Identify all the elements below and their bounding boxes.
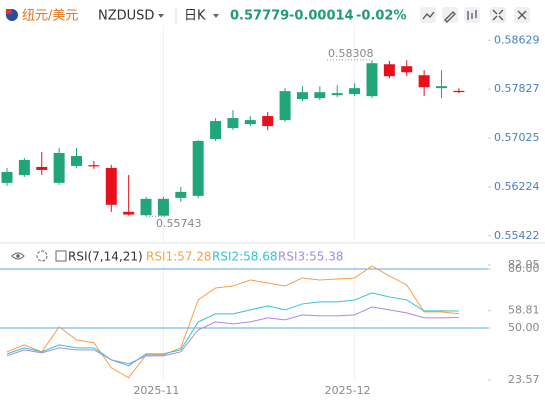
candle-body xyxy=(1,171,13,183)
y-tick-label: 0.56224 xyxy=(494,180,540,193)
candle-body xyxy=(227,118,239,129)
price-change-pct: -0.02% xyxy=(356,9,407,24)
candle-body xyxy=(105,167,117,205)
y-tick-label: 0.55422 xyxy=(494,229,540,242)
settings-icon[interactable] xyxy=(36,250,48,262)
legend-entry: RSI1:57.28 xyxy=(146,250,212,264)
pair-name[interactable]: 纽元/美元 xyxy=(22,9,78,24)
candle-body xyxy=(314,92,326,99)
candle-body xyxy=(244,120,256,125)
candle-body xyxy=(192,140,204,196)
candle-body xyxy=(366,63,378,97)
candle-icon[interactable] xyxy=(467,10,477,20)
eye-icon-pupil xyxy=(16,254,20,258)
legend-entry: RSI2:58.68 xyxy=(212,250,278,264)
y-tick-label: 0.57025 xyxy=(494,131,540,144)
candle-body xyxy=(157,198,169,216)
candle-body xyxy=(349,88,361,95)
y-tick-label: 58.81 xyxy=(508,304,540,317)
y-tick-label: 23.57 xyxy=(508,373,540,386)
candle-body xyxy=(53,153,65,183)
candle-body xyxy=(175,191,187,198)
y-tick-label: 80.00 xyxy=(508,262,540,275)
symbol[interactable]: NZDUSD xyxy=(98,9,154,24)
x-tick-label: 2025-11 xyxy=(133,384,179,397)
rsi-line xyxy=(6,306,459,365)
candle-body xyxy=(262,116,274,127)
flag-icon-part xyxy=(6,9,12,14)
candle-body xyxy=(71,155,83,166)
candle-body xyxy=(279,91,291,121)
candle-body xyxy=(401,66,413,73)
y-tick-label: 0.57827 xyxy=(494,82,540,95)
y-tick-label: 50.00 xyxy=(508,321,540,334)
candle-body xyxy=(383,64,395,77)
candle-body xyxy=(296,92,308,100)
y-tick-label: 82.05 xyxy=(508,258,540,271)
candle-body xyxy=(210,121,222,140)
eye-icon[interactable] xyxy=(11,252,25,260)
price-change: -0.00014 xyxy=(289,9,354,24)
candle-body xyxy=(18,159,30,175)
candle-body xyxy=(331,93,343,96)
dropdown-arrow[interactable] xyxy=(213,14,219,18)
dropdown-arrow[interactable] xyxy=(158,14,164,18)
high-annotation: 0.58308 xyxy=(328,47,374,60)
candle-body xyxy=(418,75,430,88)
candle-body xyxy=(88,165,100,167)
rsi-line xyxy=(6,292,459,367)
candle-body xyxy=(436,86,447,89)
legend-entry: RSI3:55.38 xyxy=(278,250,344,264)
draw-icon[interactable] xyxy=(444,11,456,23)
last-price: 0.57779 xyxy=(230,9,289,24)
indicator-select-icon[interactable] xyxy=(55,250,67,262)
indicator-title: RSI(7,14,21) xyxy=(68,250,143,264)
period[interactable]: 日K xyxy=(184,9,206,24)
x-tick-label: 2025-12 xyxy=(325,384,371,397)
tool-button[interactable] xyxy=(490,7,506,23)
fullscreen-icon[interactable] xyxy=(492,9,504,21)
rsi-line xyxy=(6,265,459,379)
candle-body xyxy=(453,90,465,93)
indicator-icon[interactable] xyxy=(422,11,435,20)
candle-body xyxy=(140,198,152,216)
low-annotation: 0.55743 xyxy=(156,217,202,230)
candle-body xyxy=(123,211,135,215)
y-tick-label: 0.58629 xyxy=(494,33,540,46)
candle-body xyxy=(36,166,48,170)
close-icon[interactable] xyxy=(517,10,527,20)
